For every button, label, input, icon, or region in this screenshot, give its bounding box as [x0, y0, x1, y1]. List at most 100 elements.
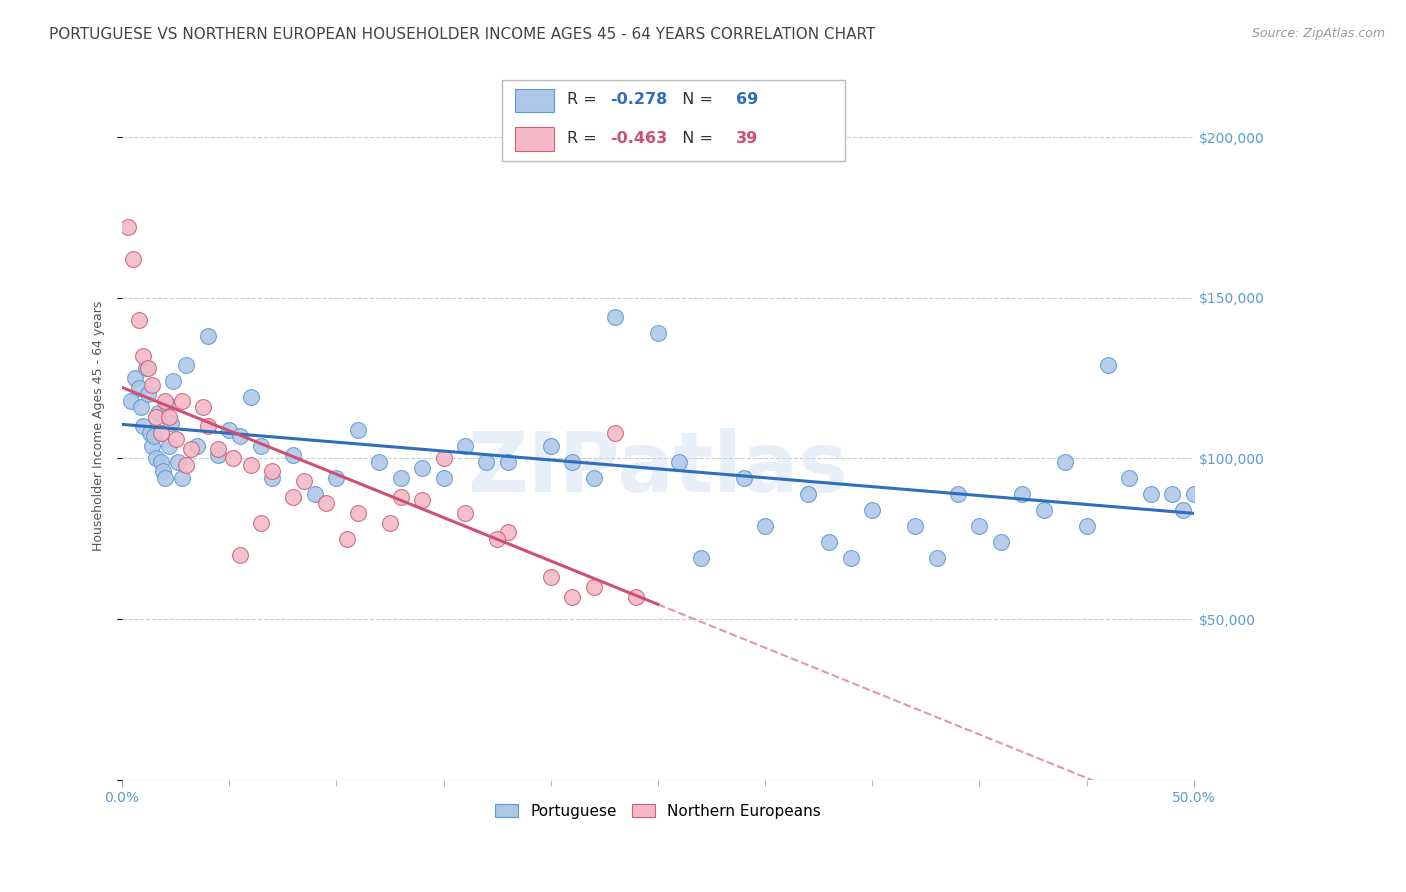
- Point: [346, 423, 368, 437]
- FancyBboxPatch shape: [516, 88, 554, 112]
- Point: [561, 590, 583, 604]
- Point: [139, 425, 162, 440]
- Point: [454, 439, 477, 453]
- Point: [325, 471, 347, 485]
- Point: [1182, 487, 1205, 501]
- Point: [540, 439, 562, 453]
- Point: [145, 409, 167, 424]
- Point: [156, 397, 179, 411]
- Point: [582, 580, 605, 594]
- Point: [389, 471, 412, 485]
- Point: [1076, 519, 1098, 533]
- Point: [432, 451, 454, 466]
- Point: [1118, 471, 1140, 485]
- Y-axis label: Householder Income Ages 45 - 64 years: Householder Income Ages 45 - 64 years: [93, 301, 105, 551]
- Point: [166, 455, 188, 469]
- Point: [990, 535, 1012, 549]
- Point: [389, 490, 412, 504]
- Point: [250, 439, 273, 453]
- Point: [647, 326, 669, 340]
- Point: [157, 439, 180, 453]
- Point: [904, 519, 927, 533]
- Point: [454, 506, 477, 520]
- Legend: Portuguese, Northern Europeans: Portuguese, Northern Europeans: [489, 797, 827, 825]
- Point: [378, 516, 401, 530]
- Point: [260, 464, 283, 478]
- Point: [368, 455, 391, 469]
- Point: [135, 361, 157, 376]
- Point: [222, 451, 245, 466]
- Point: [486, 532, 509, 546]
- Point: [120, 393, 142, 408]
- Point: [260, 471, 283, 485]
- Point: [1032, 503, 1054, 517]
- Point: [132, 349, 155, 363]
- Point: [176, 458, 198, 472]
- Text: 69: 69: [737, 93, 758, 107]
- Point: [668, 455, 690, 469]
- Point: [496, 455, 519, 469]
- Point: [475, 455, 498, 469]
- Text: N =: N =: [672, 93, 718, 107]
- Point: [186, 439, 208, 453]
- Point: [1161, 487, 1184, 501]
- Point: [239, 458, 262, 472]
- Point: [496, 525, 519, 540]
- Point: [603, 425, 626, 440]
- Point: [129, 400, 152, 414]
- Point: [152, 464, 174, 478]
- Point: [540, 570, 562, 584]
- Point: [193, 400, 215, 414]
- Point: [165, 432, 187, 446]
- Point: [304, 487, 326, 501]
- Point: [346, 506, 368, 520]
- Text: R =: R =: [567, 131, 602, 146]
- Point: [128, 381, 150, 395]
- Point: [603, 310, 626, 324]
- Point: [283, 448, 305, 462]
- Point: [626, 590, 648, 604]
- Point: [239, 390, 262, 404]
- Point: [207, 448, 229, 462]
- Point: [132, 419, 155, 434]
- Point: [143, 429, 166, 443]
- Point: [153, 393, 176, 408]
- Point: [141, 377, 163, 392]
- Point: [128, 313, 150, 327]
- Point: [124, 371, 146, 385]
- Text: 39: 39: [737, 131, 758, 146]
- Point: [170, 471, 193, 485]
- Text: -0.463: -0.463: [610, 131, 666, 146]
- Text: ZIPatlas: ZIPatlas: [467, 428, 848, 509]
- Point: [218, 423, 240, 437]
- Point: [207, 442, 229, 456]
- Point: [160, 416, 183, 430]
- Point: [157, 409, 180, 424]
- Point: [969, 519, 991, 533]
- Point: [582, 471, 605, 485]
- Point: [1140, 487, 1163, 501]
- Point: [153, 471, 176, 485]
- Point: [561, 455, 583, 469]
- Point: [925, 551, 948, 566]
- Text: Source: ZipAtlas.com: Source: ZipAtlas.com: [1251, 27, 1385, 40]
- Point: [180, 442, 202, 456]
- Point: [797, 487, 820, 501]
- Point: [250, 516, 273, 530]
- Point: [839, 551, 862, 566]
- Point: [141, 439, 163, 453]
- Point: [946, 487, 969, 501]
- Point: [197, 419, 219, 434]
- Point: [197, 329, 219, 343]
- Point: [229, 429, 252, 443]
- Point: [754, 519, 776, 533]
- Point: [292, 474, 315, 488]
- Point: [432, 471, 454, 485]
- Point: [733, 471, 755, 485]
- Text: PORTUGUESE VS NORTHERN EUROPEAN HOUSEHOLDER INCOME AGES 45 - 64 YEARS CORRELATIO: PORTUGUESE VS NORTHERN EUROPEAN HOUSEHOL…: [49, 27, 876, 42]
- FancyBboxPatch shape: [516, 128, 554, 151]
- Point: [149, 455, 172, 469]
- Point: [136, 361, 159, 376]
- Point: [1011, 487, 1033, 501]
- Point: [145, 451, 167, 466]
